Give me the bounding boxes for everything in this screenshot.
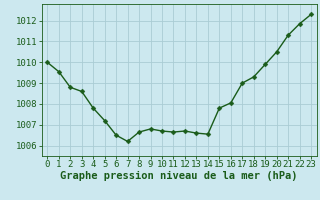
X-axis label: Graphe pression niveau de la mer (hPa): Graphe pression niveau de la mer (hPa) <box>60 171 298 181</box>
